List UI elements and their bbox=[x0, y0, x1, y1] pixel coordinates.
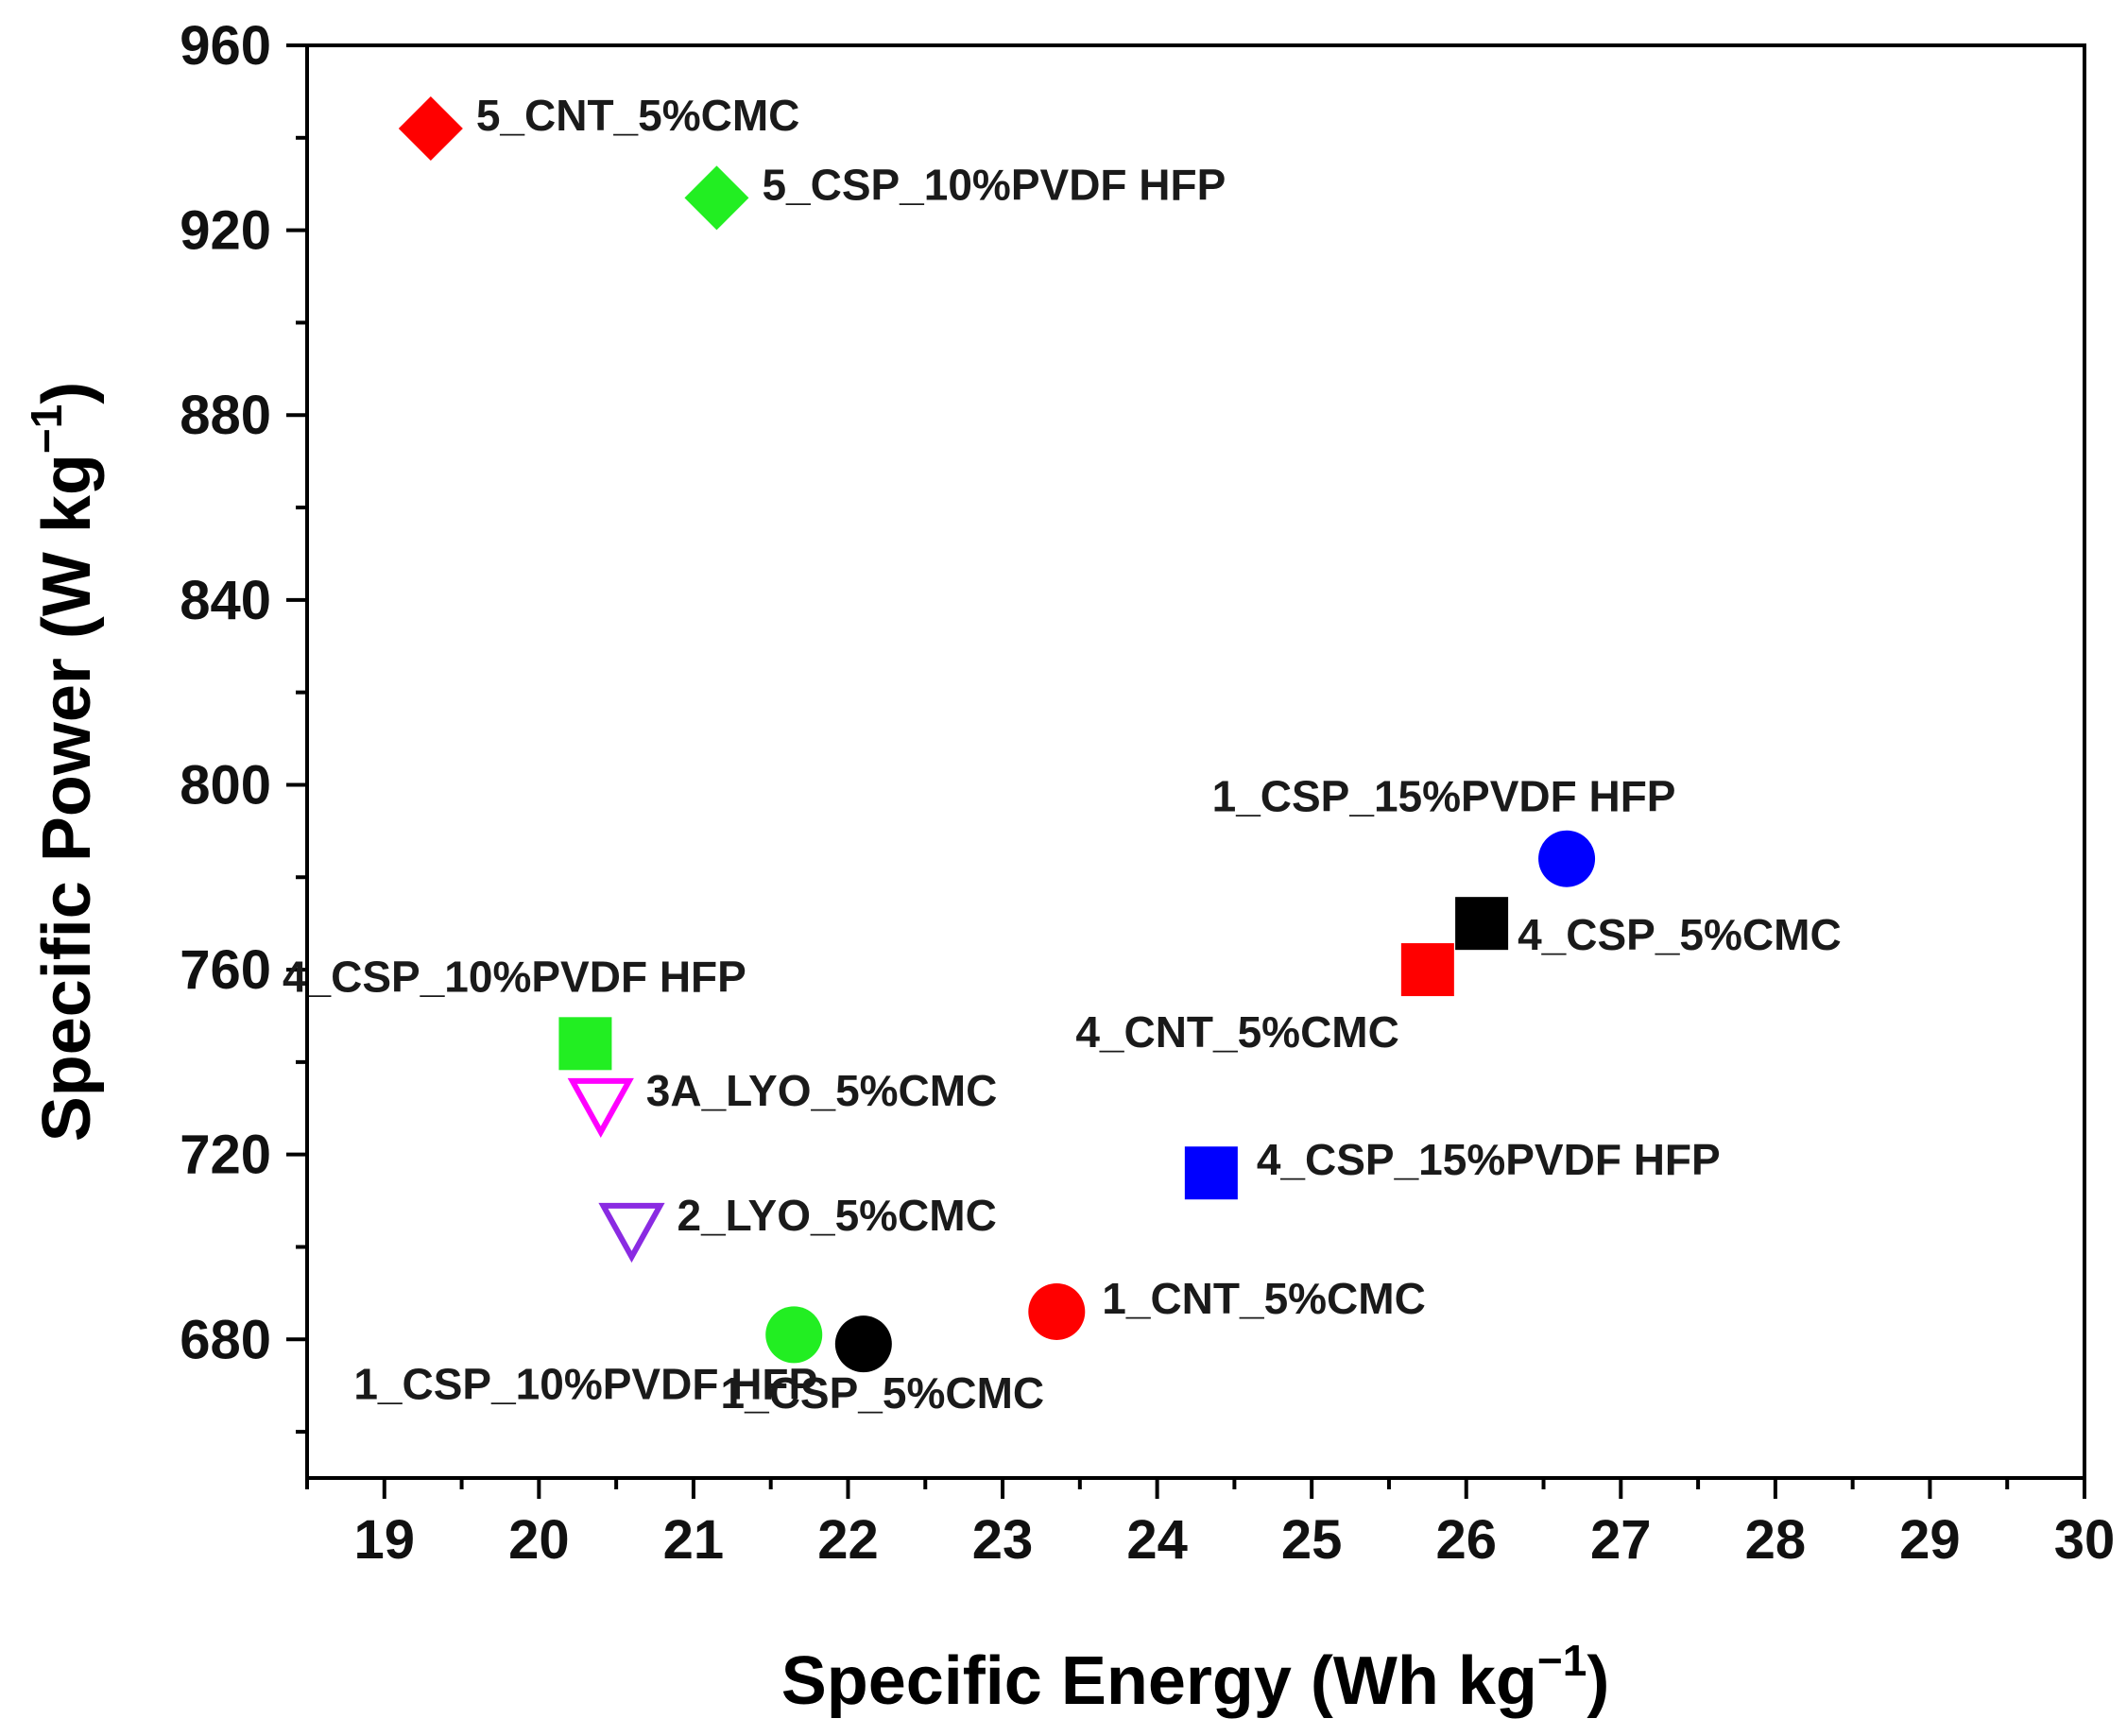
x-tick-label: 26 bbox=[1435, 1509, 1497, 1571]
data-point-square bbox=[1400, 943, 1454, 997]
data-point-square bbox=[1184, 1146, 1238, 1200]
x-tick-label: 24 bbox=[1126, 1509, 1188, 1571]
data-point-label: 4_CSP_5%CMC bbox=[1518, 910, 1842, 959]
x-tick-label: 28 bbox=[1745, 1509, 1807, 1571]
data-point-square bbox=[1455, 897, 1509, 951]
data-point-circle bbox=[834, 1315, 892, 1373]
x-axis-title: Specific Energy (Wh kg−1) bbox=[781, 1636, 1610, 1719]
y-axis-title-superscript: −1 bbox=[22, 404, 71, 454]
y-tick-label: 680 bbox=[180, 1309, 271, 1370]
x-tick-label: 22 bbox=[817, 1509, 879, 1571]
data-point-label: 4_CNT_5%CMC bbox=[1075, 1007, 1399, 1057]
axis-tick-labels: 19 20 21 22 23 24 25 26 27 28 29 30 680 720 760 800 840 8… bbox=[180, 15, 2115, 1571]
y-axis-title-end: ) bbox=[29, 382, 105, 404]
data-point-label: 5_CSP_10%PVDF HFP bbox=[762, 160, 1226, 209]
y-tick-label: 880 bbox=[180, 385, 271, 446]
data-point-diamond bbox=[684, 165, 749, 231]
x-tick-label: 19 bbox=[354, 1509, 416, 1571]
x-tick-label: 21 bbox=[663, 1509, 725, 1571]
data-point-circle bbox=[1028, 1282, 1086, 1340]
data-point-diamond bbox=[398, 96, 463, 162]
x-tick-label: 29 bbox=[1899, 1509, 1961, 1571]
x-tick-label: 27 bbox=[1590, 1509, 1652, 1571]
data-point-label: 1_CSP_5%CMC bbox=[721, 1368, 1045, 1418]
data-point-label: 4_CSP_10%PVDF HFP bbox=[283, 952, 746, 1001]
data-point-circle bbox=[1538, 830, 1596, 887]
data-point-label: 5_CNT_5%CMC bbox=[476, 91, 800, 140]
y-tick-label: 720 bbox=[180, 1125, 271, 1186]
y-tick-label: 840 bbox=[180, 570, 271, 631]
y-tick-label: 920 bbox=[180, 200, 271, 262]
data-point-label: 3A_LYO_5%CMC bbox=[646, 1066, 998, 1115]
x-tick-label: 30 bbox=[2054, 1509, 2116, 1571]
data-point-label: 1_CNT_5%CMC bbox=[1102, 1274, 1426, 1323]
data-point-square bbox=[558, 1017, 612, 1071]
data-point-label: 4_CSP_15%PVDF HFP bbox=[1257, 1135, 1721, 1184]
data-point-labels: 5_CNT_5%CMC 5_CSP_10%PVDF HFP 1_CSP_15%PVD… bbox=[283, 91, 1842, 1418]
x-tick-label: 23 bbox=[972, 1509, 1034, 1571]
y-tick-label: 960 bbox=[180, 15, 271, 77]
x-axis-title-end: ) bbox=[1587, 1643, 1609, 1719]
y-tick-label: 800 bbox=[180, 754, 271, 816]
data-points bbox=[398, 96, 1596, 1373]
x-tick-label: 25 bbox=[1281, 1509, 1343, 1571]
plot-frame bbox=[305, 43, 2086, 1480]
x-axis-title-superscript: −1 bbox=[1537, 1636, 1587, 1685]
data-point-label: 1_CSP_15%PVDF HFP bbox=[1212, 772, 1676, 821]
y-axis-title: Specific Power (W kg−1) bbox=[22, 382, 105, 1143]
x-tick-label: 20 bbox=[508, 1509, 570, 1571]
data-point-label: 1_CSP_10%PVDF HFP bbox=[353, 1359, 817, 1408]
data-point-triangle bbox=[598, 1202, 665, 1263]
data-point-circle bbox=[765, 1306, 823, 1364]
data-point-label: 2_LYO_5%CMC bbox=[677, 1191, 996, 1240]
data-point-triangle bbox=[567, 1077, 634, 1139]
y-tick-label: 760 bbox=[180, 939, 271, 1001]
